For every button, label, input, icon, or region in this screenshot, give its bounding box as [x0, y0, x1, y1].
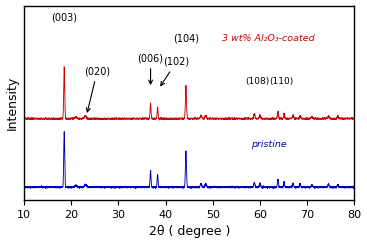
Text: pristine: pristine: [251, 140, 286, 149]
Text: (020): (020): [84, 66, 110, 112]
Text: (110): (110): [269, 77, 293, 86]
Text: (003): (003): [51, 13, 77, 23]
Text: (102): (102): [161, 57, 189, 86]
Text: (006): (006): [138, 53, 164, 84]
Text: (108): (108): [246, 77, 270, 86]
Text: 3 wt% Al₂O₃-coated: 3 wt% Al₂O₃-coated: [222, 34, 315, 43]
X-axis label: 2θ ( degree ): 2θ ( degree ): [149, 225, 230, 238]
Y-axis label: Intensity: Intensity: [6, 76, 19, 130]
Text: (104): (104): [173, 33, 199, 43]
